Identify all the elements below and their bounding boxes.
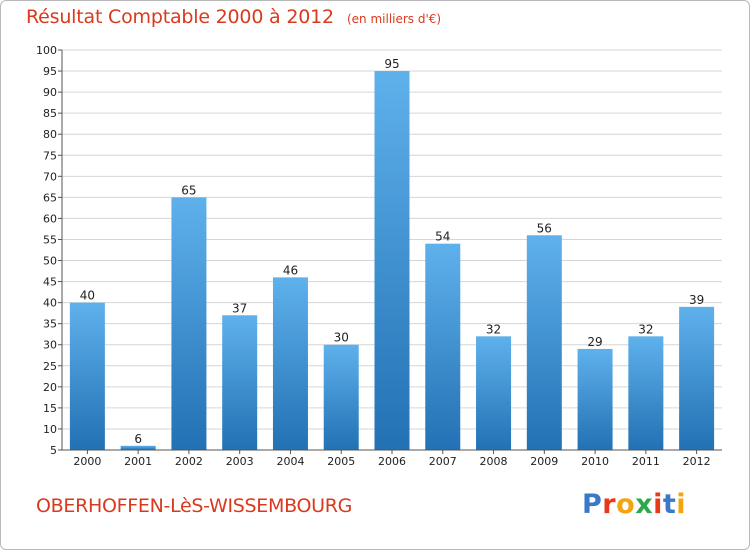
bar <box>272 277 308 450</box>
bars <box>69 71 715 450</box>
bar-value-label: 32 <box>486 322 501 336</box>
bar <box>69 302 105 450</box>
bar-value-label: 56 <box>537 221 552 235</box>
bar <box>222 315 258 450</box>
y-tick-label: 30 <box>43 339 57 352</box>
x-tick-label: 2003 <box>226 455 254 468</box>
bar-value-label: 6 <box>134 432 142 446</box>
x-tick-label: 2002 <box>175 455 203 468</box>
x-tick-label: 2000 <box>73 455 101 468</box>
logo-letter: r <box>602 489 617 520</box>
logo-letter: t <box>662 489 677 520</box>
bar <box>120 445 156 450</box>
bar-value-label: 30 <box>334 331 349 345</box>
y-tick-label: 85 <box>43 107 57 120</box>
y-tick-label: 100 <box>36 44 57 57</box>
logo-letter: P <box>582 489 603 520</box>
logo-letter: i <box>653 489 663 520</box>
logo-letter: x <box>635 489 654 520</box>
chart-title-block: Résultat Comptable 2000 à 2012 (en milli… <box>26 6 441 28</box>
axes <box>58 49 722 454</box>
chart-subtitle: (en milliers d'€) <box>346 12 442 26</box>
bar <box>425 243 461 450</box>
x-tick-label: 2012 <box>683 455 711 468</box>
bar <box>628 336 664 450</box>
y-tick-label: 75 <box>43 149 57 162</box>
bar-value-label: 54 <box>435 230 450 244</box>
y-tick-label: 35 <box>43 318 57 331</box>
y-tick-label: 55 <box>43 233 57 246</box>
bar-value-label: 39 <box>689 293 704 307</box>
y-tick-label: 60 <box>43 212 57 225</box>
x-tick-label: 2011 <box>632 455 660 468</box>
chart-title: Résultat Comptable 2000 à 2012 <box>26 6 334 28</box>
bar-value-label: 32 <box>638 322 653 336</box>
y-tick-label: 95 <box>43 65 57 78</box>
y-tick-label: 25 <box>43 360 57 373</box>
x-tick-label: 2009 <box>530 455 558 468</box>
bar-value-label: 29 <box>587 335 602 349</box>
proxiti-logo: Proxiti <box>582 489 686 520</box>
bar <box>323 344 359 450</box>
y-tick-label: 40 <box>43 297 57 310</box>
y-tick-label: 65 <box>43 191 57 204</box>
y-tick-label: 20 <box>43 381 57 394</box>
y-tick-label: 80 <box>43 128 57 141</box>
y-tick-label: 15 <box>43 402 57 415</box>
logo-letter: o <box>616 489 636 520</box>
x-tick-label: 2006 <box>378 455 406 468</box>
bar-value-label: 95 <box>384 57 399 71</box>
y-tick-label: 90 <box>43 86 57 99</box>
bar-value-label: 37 <box>232 301 247 315</box>
logo-letter: i <box>676 489 687 520</box>
bar <box>577 348 613 450</box>
x-tick-label: 2005 <box>327 455 355 468</box>
bar <box>679 306 715 450</box>
y-tick-label: 45 <box>43 276 57 289</box>
bar-value-label: 40 <box>80 289 95 303</box>
bar-value-label: 65 <box>181 183 196 197</box>
bar <box>476 336 512 450</box>
y-tick-label: 50 <box>43 255 57 268</box>
bar <box>171 197 207 450</box>
x-tick-label: 2004 <box>276 455 304 468</box>
bar-value-label: 46 <box>283 263 298 277</box>
x-tick-label: 2001 <box>124 455 152 468</box>
bar <box>526 235 562 450</box>
x-tick-label: 2007 <box>429 455 457 468</box>
x-tick-label: 2010 <box>581 455 609 468</box>
y-tick-label: 70 <box>43 170 57 183</box>
y-tick-label: 5 <box>50 444 57 457</box>
labels: 5 10 15 20 25 30 35 40 45 50 55 60 65 70 75 80 85 90 95 100… <box>36 44 711 468</box>
x-tick-label: 2008 <box>480 455 508 468</box>
y-tick-label: 10 <box>43 423 57 436</box>
location-name: OBERHOFFEN-LèS-WISSEMBOURG <box>36 495 353 517</box>
bar <box>374 71 410 450</box>
